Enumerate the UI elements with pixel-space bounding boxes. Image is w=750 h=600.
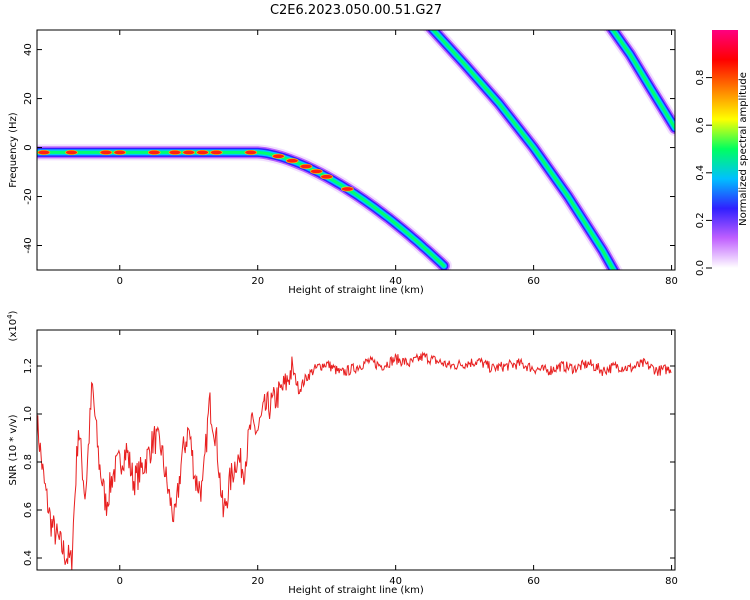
snr-x-tick-label: 20 <box>251 576 264 587</box>
spectrogram-peak <box>310 168 323 174</box>
spectrogram-peak <box>210 149 223 155</box>
snr-x-tick-label: 0 <box>117 576 123 587</box>
snr-y-tick-label: 0.4 <box>23 550 34 566</box>
spectrogram-peak <box>147 149 161 155</box>
spectrogram-peak <box>182 149 196 155</box>
snr-y-tick-label: 0.6 <box>23 502 34 518</box>
colorbar-tick-label: 0.8 <box>695 70 706 86</box>
snr-x-tick-label: 60 <box>527 576 540 587</box>
spectrogram-peak <box>168 149 182 155</box>
colorbar-label: Normalized spectral amplitude <box>738 72 749 226</box>
snr-x-tick-label: 40 <box>389 576 402 587</box>
spectrogram-y-label: Frequency (Hz) <box>8 112 19 188</box>
spectrogram-y-tick-label: -20 <box>23 188 34 204</box>
spectrogram-tracks <box>37 30 675 270</box>
spectrogram-x-tick-label: 80 <box>665 276 678 287</box>
colorbar-tick-label: 0.6 <box>695 117 706 133</box>
spectrogram-y-ticks: -40 -20 0 20 40 <box>23 43 675 254</box>
snr-y-tick-label: 1.2 <box>23 358 34 374</box>
snr-y-tick-label: 1.0 <box>23 406 34 422</box>
figure-title: C2E6.2023.050.00.51.G27 <box>270 3 442 18</box>
snr-series-line <box>37 351 672 570</box>
colorbar: 0.0 0.2 0.4 0.6 0.8 Normalized spectral ampl… <box>695 30 749 276</box>
spectrogram-y-tick-label: 20 <box>23 92 34 105</box>
spectrogram-peak <box>272 153 285 159</box>
snr-x-label: Height of straight line (km) <box>288 585 424 596</box>
spectrogram-peak <box>65 149 78 155</box>
snr-multiplier-close: ) <box>8 310 19 314</box>
colorbar-tick-label: 0.4 <box>695 165 706 181</box>
spectrogram-panel: 0 20 40 60 80 -40 -20 0 20 40 Height of straight… <box>8 29 678 296</box>
spectrogram-x-tick-label: 20 <box>251 276 264 287</box>
spectrogram-x-tick-label: 60 <box>527 276 540 287</box>
colorbar-tick-label: 0.0 <box>695 260 706 276</box>
spectrogram-peak <box>341 186 354 192</box>
snr-background <box>37 330 675 570</box>
snr-multiplier: (x104) <box>6 310 19 341</box>
colorbar-scale <box>712 30 738 268</box>
snr-multiplier-exponent: 4 <box>6 314 14 319</box>
spectrogram-y-tick-label: 40 <box>23 43 34 56</box>
spectrogram-peak <box>37 149 51 155</box>
snr-panel: 0 20 40 60 80 0.4 0.6 0.8 1.0 1.2 Height of stra… <box>6 310 678 596</box>
spectrogram-peak <box>320 174 333 180</box>
spectrogram-peak <box>285 158 299 164</box>
snr-multiplier-open: (x10 <box>8 319 19 342</box>
spectrogram-x-ticks: 0 20 40 60 80 <box>117 30 678 287</box>
snr-x-ticks: 0 20 40 60 80 <box>117 330 678 587</box>
spectrogram-y-tick-label: -40 <box>23 237 34 253</box>
colorbar-tick-label: 0.2 <box>695 212 706 228</box>
spectrogram-peak <box>113 149 127 155</box>
spectrogram-track-alias-1-layer-4 <box>431 30 616 270</box>
spectrogram-x-tick-label: 40 <box>389 276 402 287</box>
spectrogram-peak <box>244 149 258 155</box>
snr-y-ticks: 0.4 0.6 0.8 1.0 1.2 <box>23 358 675 566</box>
spectrogram-x-tick-label: 0 <box>117 276 123 287</box>
spectrogram-frame <box>36 29 676 271</box>
spectrogram-y-tick-label: 0 <box>23 144 34 150</box>
snr-y-label: SNR (10 * v/v) <box>8 414 19 485</box>
spectrogram-x-label: Height of straight line (km) <box>288 285 424 296</box>
snr-y-tick-label: 0.8 <box>23 454 34 470</box>
snr-x-tick-label: 80 <box>665 576 678 587</box>
spectrogram-peak <box>99 149 113 155</box>
spectrogram-track-alias-2-layer-4 <box>611 30 675 130</box>
spectrogram-peak <box>299 163 313 169</box>
snr-frame <box>36 329 676 571</box>
colorbar-ticks: 0.0 0.2 0.4 0.6 0.8 <box>695 70 712 276</box>
spectrogram-peak <box>196 149 209 155</box>
